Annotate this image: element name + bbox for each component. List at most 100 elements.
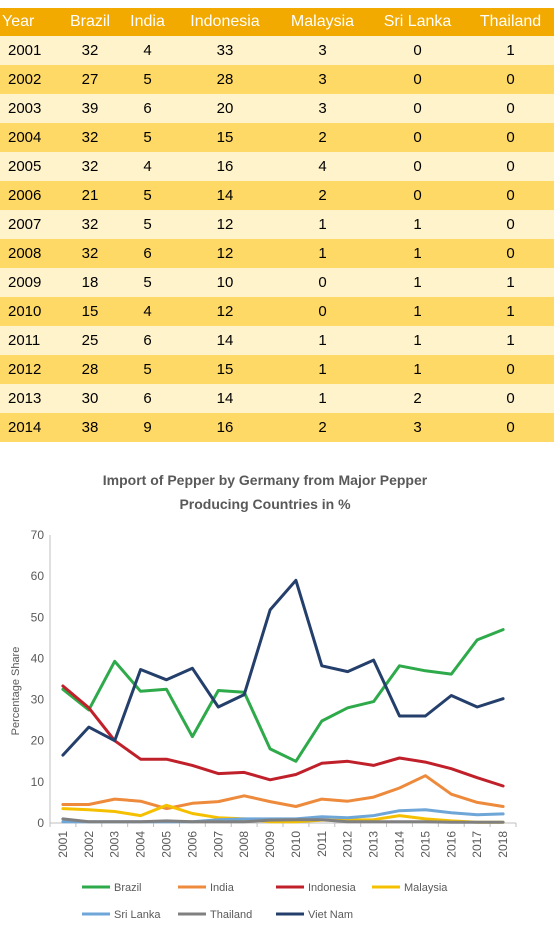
header-cell: Brazil	[60, 8, 120, 36]
y-tick-label: 10	[31, 775, 45, 789]
table-cell: 16	[175, 413, 275, 442]
table-cell: 10	[175, 268, 275, 297]
legend-label: Thailand	[210, 909, 252, 921]
legend-label: Viet Nam	[308, 909, 353, 921]
x-tick-label: 2004	[134, 831, 148, 858]
table-cell: 1	[275, 384, 370, 413]
table-cell: 27	[60, 65, 120, 94]
table-cell: 0	[370, 94, 465, 123]
table-cell: 32	[60, 36, 120, 65]
table-cell: 2013	[0, 384, 60, 413]
table-cell: 0	[465, 210, 554, 239]
legend-label: Indonesia	[308, 882, 357, 894]
table-cell: 1	[370, 268, 465, 297]
table-cell: 5	[120, 355, 175, 384]
header-cell: Sri Lanka	[370, 8, 465, 36]
table-cell: 2014	[0, 413, 60, 442]
table-cell: 30	[60, 384, 120, 413]
table-cell: 4	[120, 36, 175, 65]
legend-label: India	[210, 882, 235, 894]
table-cell: 28	[60, 355, 120, 384]
table-cell: 0	[465, 239, 554, 268]
table-cell: 1	[370, 326, 465, 355]
data-table: Year Brazil India Indonesia Malaysia Sri Lank…	[0, 8, 554, 442]
table-cell: 2005	[0, 152, 60, 181]
table-cell: 33	[175, 36, 275, 65]
legend: Brazil India Indonesia Malaysia Sri Lanka Tha…	[82, 882, 448, 921]
legend-label: Sri Lanka	[114, 909, 161, 921]
header-cell: India	[120, 8, 175, 36]
table-row: 2004 32 5 15 2 0 0	[0, 123, 554, 152]
table-cell: 20	[175, 94, 275, 123]
table-cell: 12	[175, 297, 275, 326]
header-cell: Year	[0, 8, 60, 36]
y-axis-label: Percentage Share	[10, 647, 22, 736]
series-line-malaysia	[61, 803, 505, 824]
y-tick-label: 50	[31, 610, 45, 624]
table-cell: 1	[275, 326, 370, 355]
table-cell: 0	[465, 355, 554, 384]
chart-title-line-1: Import of Pepper by Germany from Major P…	[103, 472, 428, 488]
y-tick-label: 0	[37, 816, 44, 830]
table-cell: 14	[175, 384, 275, 413]
table-cell: 3	[370, 413, 465, 442]
table-row: 2013 30 6 14 1 2 0	[0, 384, 554, 413]
table-cell: 6	[120, 94, 175, 123]
table-cell: 2001	[0, 36, 60, 65]
table-cell: 5	[120, 123, 175, 152]
table-cell: 1	[275, 210, 370, 239]
table-cell: 9	[120, 413, 175, 442]
table-cell: 2012	[0, 355, 60, 384]
y-axis: 0 10 20 30 40 50 60 70	[31, 528, 51, 830]
table-cell: 0	[465, 413, 554, 442]
table-cell: 0	[370, 123, 465, 152]
chart-title-line-2: Producing Countries in %	[179, 496, 351, 512]
table-cell: 2	[275, 181, 370, 210]
x-tick-label: 2003	[108, 831, 122, 858]
table-cell: 28	[175, 65, 275, 94]
table-cell: 2011	[0, 326, 60, 355]
table-cell: 2004	[0, 123, 60, 152]
table-cell: 0	[465, 384, 554, 413]
table-cell: 15	[60, 297, 120, 326]
table-cell: 2008	[0, 239, 60, 268]
table-cell: 18	[60, 268, 120, 297]
table-cell: 12	[175, 210, 275, 239]
table-cell: 0	[275, 297, 370, 326]
table-cell: 0	[465, 94, 554, 123]
table-cell: 2006	[0, 181, 60, 210]
table-body: 2001 32 4 33 3 0 1 2002 27 5 28 3 0 0 2003 39 6 20 3 0 0 2004…	[0, 36, 554, 442]
table-cell: 0	[465, 65, 554, 94]
series-line-indonesia	[61, 684, 505, 788]
header-cell: Indonesia	[175, 8, 275, 36]
table-cell: 32	[60, 239, 120, 268]
x-tick-label: 2009	[263, 831, 277, 858]
table-row: 2006 21 5 14 2 0 0	[0, 181, 554, 210]
series-lines	[61, 578, 505, 824]
y-tick-label: 70	[31, 528, 45, 542]
table-cell: 14	[175, 181, 275, 210]
table-cell: 1	[465, 268, 554, 297]
table-cell: 5	[120, 210, 175, 239]
table-cell: 14	[175, 326, 275, 355]
table-row: 2010 15 4 12 0 1 1	[0, 297, 554, 326]
legend-label: Malaysia	[404, 882, 448, 894]
table-cell: 1	[370, 297, 465, 326]
table-row: 2001 32 4 33 3 0 1	[0, 36, 554, 65]
table-cell: 15	[175, 355, 275, 384]
x-tick-label: 2005	[160, 831, 174, 858]
table-cell: 2	[370, 384, 465, 413]
table-cell: 0	[465, 152, 554, 181]
table-row: 2007 32 5 12 1 1 0	[0, 210, 554, 239]
x-tick-label: 2013	[367, 831, 381, 858]
table-cell: 0	[275, 268, 370, 297]
table-row: 2014 38 9 16 2 3 0	[0, 413, 554, 442]
table-cell: 0	[370, 152, 465, 181]
table-cell: 1	[275, 239, 370, 268]
series-line-viet-nam	[61, 578, 505, 757]
table-cell: 3	[275, 94, 370, 123]
series-line-india	[61, 774, 505, 811]
x-tick-label: 2014	[393, 831, 407, 858]
table-cell: 1	[275, 355, 370, 384]
table-cell: 6	[120, 384, 175, 413]
